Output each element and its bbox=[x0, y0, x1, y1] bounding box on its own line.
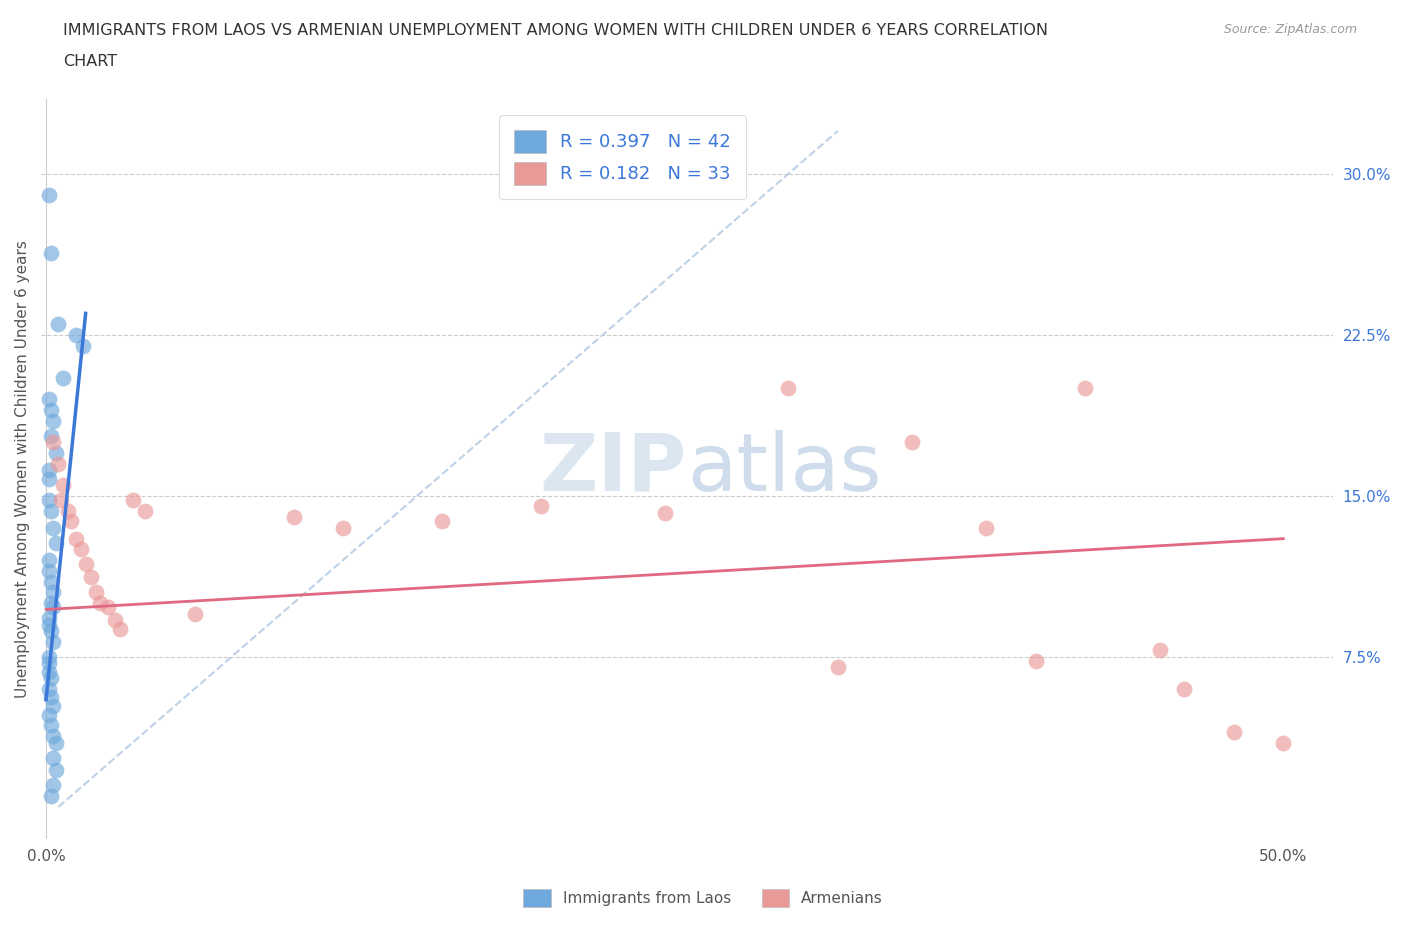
Point bbox=[38, 664, 60, 679]
Point bbox=[42, 729, 65, 744]
Point bbox=[39, 403, 62, 418]
Point bbox=[1173, 682, 1195, 697]
Point bbox=[38, 618, 60, 632]
Point bbox=[39, 623, 62, 638]
Point bbox=[45, 735, 67, 750]
Y-axis label: Unemployment Among Women with Children Under 6 years: Unemployment Among Women with Children U… bbox=[15, 240, 30, 698]
Point bbox=[38, 682, 60, 697]
Point bbox=[45, 445, 67, 460]
Point bbox=[42, 585, 65, 600]
Text: CHART: CHART bbox=[63, 54, 117, 69]
Point bbox=[42, 698, 65, 713]
Point bbox=[45, 536, 67, 551]
Point bbox=[39, 428, 62, 443]
Point bbox=[38, 188, 60, 203]
Point bbox=[42, 413, 65, 428]
Point bbox=[52, 478, 75, 493]
Text: atlas: atlas bbox=[688, 430, 882, 508]
Point bbox=[430, 514, 453, 529]
Point bbox=[42, 434, 65, 449]
Point bbox=[38, 392, 60, 406]
Point bbox=[42, 751, 65, 765]
Point bbox=[1074, 381, 1097, 396]
Point bbox=[75, 557, 97, 572]
Text: IMMIGRANTS FROM LAOS VS ARMENIAN UNEMPLOYMENT AMONG WOMEN WITH CHILDREN UNDER 6 : IMMIGRANTS FROM LAOS VS ARMENIAN UNEMPLO… bbox=[63, 23, 1049, 38]
Point bbox=[38, 707, 60, 722]
Point bbox=[38, 552, 60, 567]
Point bbox=[42, 778, 65, 793]
Point bbox=[39, 503, 62, 518]
Point bbox=[121, 493, 143, 508]
Point bbox=[42, 521, 65, 536]
Point bbox=[1223, 724, 1246, 739]
Point bbox=[183, 606, 205, 621]
Point bbox=[65, 531, 87, 546]
Point bbox=[38, 493, 60, 508]
Point bbox=[38, 462, 60, 477]
Point bbox=[901, 434, 924, 449]
Point bbox=[45, 763, 67, 777]
Point bbox=[39, 574, 62, 589]
Point bbox=[72, 339, 94, 353]
Point bbox=[59, 514, 82, 529]
Legend: Immigrants from Laos, Armenians: Immigrants from Laos, Armenians bbox=[517, 884, 889, 913]
Point bbox=[332, 521, 354, 536]
Point bbox=[1025, 654, 1047, 669]
Point bbox=[65, 327, 87, 342]
Point bbox=[39, 718, 62, 733]
Text: Source: ZipAtlas.com: Source: ZipAtlas.com bbox=[1223, 23, 1357, 36]
Point bbox=[530, 499, 553, 514]
Point bbox=[42, 600, 65, 615]
Point bbox=[39, 595, 62, 610]
Point bbox=[52, 370, 75, 385]
Point bbox=[283, 510, 305, 525]
Point bbox=[69, 542, 91, 557]
Point bbox=[97, 600, 120, 615]
Point bbox=[39, 671, 62, 685]
Point bbox=[110, 621, 132, 636]
Point bbox=[58, 503, 80, 518]
Point bbox=[79, 570, 101, 585]
Point bbox=[1149, 643, 1171, 658]
Point bbox=[104, 613, 127, 628]
Point bbox=[48, 316, 70, 331]
Text: ZIP: ZIP bbox=[540, 430, 688, 508]
Point bbox=[38, 611, 60, 626]
Point bbox=[827, 660, 849, 675]
Legend: R = 0.397   N = 42, R = 0.182   N = 33: R = 0.397 N = 42, R = 0.182 N = 33 bbox=[499, 115, 745, 199]
Point bbox=[38, 564, 60, 578]
Point bbox=[42, 634, 65, 649]
Point bbox=[654, 506, 676, 521]
Point bbox=[39, 789, 62, 804]
Point bbox=[38, 472, 60, 486]
Point bbox=[38, 656, 60, 671]
Point bbox=[39, 246, 62, 260]
Point bbox=[778, 381, 800, 396]
Point bbox=[49, 493, 72, 508]
Point bbox=[84, 585, 107, 600]
Point bbox=[1272, 735, 1295, 750]
Point bbox=[89, 595, 111, 610]
Point bbox=[48, 456, 70, 471]
Point bbox=[134, 503, 156, 518]
Point bbox=[976, 521, 998, 536]
Point bbox=[39, 690, 62, 705]
Point bbox=[38, 649, 60, 664]
